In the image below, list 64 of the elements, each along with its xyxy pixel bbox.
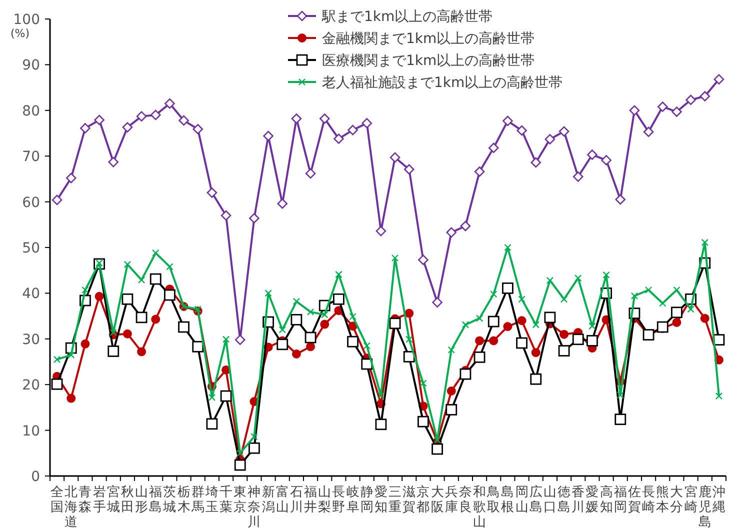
x-tick-label: 福井 — [304, 485, 318, 515]
y-tick-label: 50 — [22, 240, 40, 256]
x-tick-label: 鹿児島 — [698, 485, 712, 530]
x-tick-label: 鳥取 — [486, 485, 500, 515]
x-tick-label: 福島 — [149, 485, 162, 515]
x-tick-label: 全国 — [50, 485, 64, 515]
y-tick-label: 40 — [22, 286, 40, 302]
legend-label: 駅まで1km以上の高齢世帯 — [321, 9, 493, 25]
x-tick-label: 千葉 — [220, 485, 233, 515]
x-tick-label: 福岡 — [614, 485, 627, 515]
x-tick-label: 岩手 — [92, 485, 106, 515]
x-tick-label: 大分 — [670, 485, 684, 515]
y-axis-title: (%) — [10, 27, 30, 40]
x-tick-label: 静岡 — [360, 485, 374, 515]
x-tick-label: 山梨 — [318, 485, 332, 515]
x-tick-label: 長崎 — [642, 485, 656, 515]
x-tick-label: 秋田 — [120, 485, 134, 515]
x-tick-label: 愛知 — [374, 485, 388, 515]
x-tick-label: 岡山 — [515, 485, 528, 515]
legend-label: 老人福祉施設まで1km以上の高齢世帯 — [322, 75, 563, 91]
y-tick-label: 70 — [22, 149, 40, 166]
x-tick-label: 大阪 — [430, 485, 444, 515]
x-tick-label: 茨城 — [162, 485, 176, 515]
x-tick-label: 三重 — [388, 485, 402, 515]
x-tick-label: 栃木 — [177, 485, 190, 515]
x-tick-label: 石川 — [290, 485, 303, 515]
x-tick-label: 愛媛 — [586, 485, 599, 515]
x-tick-label: 宮城 — [106, 484, 120, 515]
x-tick-label: 奈良 — [458, 485, 472, 515]
x-tick-label: 兵庫 — [444, 485, 458, 515]
x-tick-label: 和歌山 — [473, 485, 486, 530]
x-tick-label: 青森 — [78, 485, 92, 515]
x-tick-label: 熊本 — [656, 485, 670, 515]
x-tick-label: 群馬 — [190, 485, 204, 515]
x-tick-label: 長野 — [332, 485, 346, 515]
x-tick-label: 沖縄 — [711, 485, 726, 515]
x-tick-label: 滋賀 — [402, 485, 416, 515]
x-tick-label: 高知 — [600, 484, 613, 515]
x-tick-label: 岐阜 — [346, 485, 360, 515]
y-tick-label: 90 — [22, 58, 40, 74]
x-tick-label: 広島 — [529, 484, 542, 515]
y-tick-label: 100 — [13, 12, 40, 28]
y-tick-label: 30 — [22, 332, 40, 348]
y-tick-label: 10 — [22, 423, 40, 440]
x-tick-label: 新潟 — [262, 485, 275, 515]
x-tick-label: 香川 — [572, 485, 585, 515]
legend-label: 金融機関まで1km以上の高齢世帯 — [322, 31, 535, 47]
x-tick-label: 北海道 — [64, 485, 78, 530]
x-tick-label: 山口 — [543, 485, 556, 515]
x-tick-label: 埼玉 — [204, 485, 218, 515]
y-tick-label: 0 — [31, 469, 40, 485]
x-tick-label: 京都 — [416, 485, 430, 515]
x-tick-label: 神奈川 — [248, 485, 261, 530]
y-tick-label: 60 — [22, 194, 40, 211]
legend-label: 医療機関まで1km以上の高齢世帯 — [322, 53, 535, 69]
x-tick-label: 東京 — [234, 485, 247, 515]
x-tick-label: 佐賀 — [628, 485, 641, 515]
x-tick-label: 山形 — [135, 485, 148, 515]
x-tick-label: 徳島 — [558, 485, 571, 515]
y-tick-label: 20 — [22, 378, 40, 394]
y-tick-label: 80 — [22, 103, 40, 120]
x-tick-label: 富山 — [276, 484, 289, 515]
x-tick-label: 島根 — [501, 485, 514, 515]
x-tick-label: 宮崎 — [684, 484, 698, 515]
